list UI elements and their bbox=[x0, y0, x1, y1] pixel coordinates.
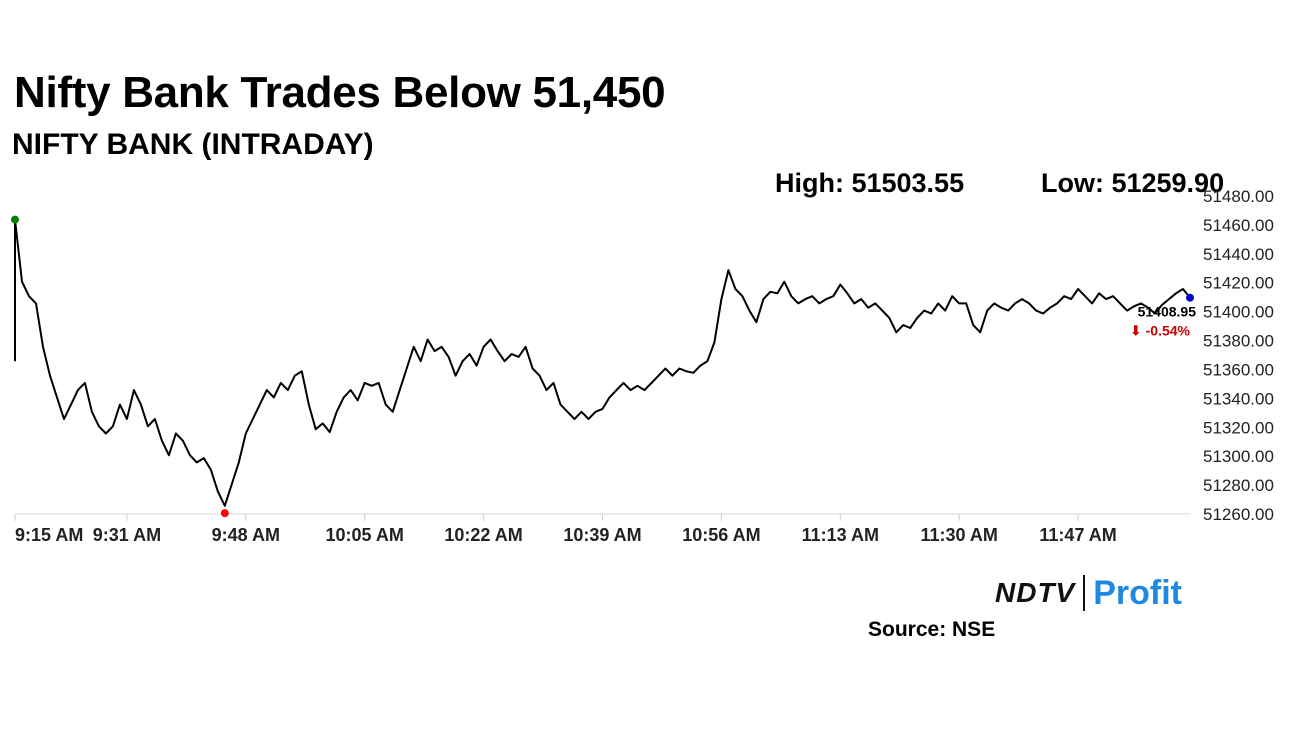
page-subtitle: NIFTY BANK (INTRADAY) bbox=[12, 128, 374, 161]
chart-annotations: 51408.95 ⬇ -0.54% bbox=[1130, 304, 1196, 339]
x-tick-label: 9:15 AM bbox=[15, 525, 83, 545]
x-tick-label: 10:39 AM bbox=[563, 525, 641, 545]
page-title: Nifty Bank Trades Below 51,450 bbox=[14, 68, 666, 117]
y-tick-label: 51280.00 bbox=[1203, 476, 1274, 495]
y-tick-label: 51340.00 bbox=[1203, 389, 1274, 408]
x-tick-label: 11:47 AM bbox=[1039, 525, 1116, 545]
chart-markers bbox=[11, 215, 1194, 518]
logo-profit-text: Profit bbox=[1093, 573, 1183, 612]
y-tick-label: 51460.00 bbox=[1203, 216, 1274, 235]
y-tick-label: 51300.00 bbox=[1203, 447, 1274, 466]
high-stat: High: 51503.55 bbox=[775, 168, 965, 198]
y-tick-label: 51360.00 bbox=[1203, 360, 1274, 379]
source-note: Source: NSE bbox=[868, 618, 996, 641]
y-tick-label: 51320.00 bbox=[1203, 418, 1274, 437]
x-tick-label: 9:48 AM bbox=[212, 525, 280, 545]
price-line bbox=[14, 218, 1191, 507]
high-marker bbox=[11, 215, 19, 224]
last-value-label: 51408.95 bbox=[1138, 304, 1197, 320]
x-tick-label: 11:30 AM bbox=[921, 525, 998, 545]
y-tick-label: 51260.00 bbox=[1203, 505, 1274, 524]
x-tick-label: 10:22 AM bbox=[444, 525, 522, 545]
low-stat: Low: 51259.90 bbox=[1041, 168, 1225, 198]
intraday-line-chart: 9:15 AM 9:31 AM 9:48 AM 10:05 AM 10:22 AM 10:… bbox=[11, 187, 1274, 545]
logo-ndtv-text: NDTV bbox=[995, 577, 1076, 608]
y-tick-label: 51420.00 bbox=[1203, 274, 1274, 293]
change-label: ⬇ -0.54% bbox=[1130, 323, 1191, 339]
x-tick-label: 9:31 AM bbox=[93, 525, 161, 545]
x-axis-ticks: 9:15 AM 9:31 AM 9:48 AM 10:05 AM 10:22 AM 10:… bbox=[14, 514, 1117, 545]
y-axis-ticks: 51260.00 51280.00 51300.00 51320.00 51340.00… bbox=[1203, 187, 1274, 524]
x-tick-label: 10:05 AM bbox=[326, 525, 404, 545]
x-tick-label: 11:13 AM bbox=[802, 525, 879, 545]
low-marker bbox=[220, 509, 229, 518]
logo-separator bbox=[1083, 575, 1086, 611]
y-tick-label: 51400.00 bbox=[1203, 303, 1274, 322]
y-tick-label: 51480.00 bbox=[1203, 187, 1274, 206]
x-tick-label: 10:56 AM bbox=[682, 525, 760, 545]
ndtv-profit-logo: NDTV Profit bbox=[995, 573, 1182, 613]
y-tick-label: 51440.00 bbox=[1203, 245, 1274, 264]
y-tick-label: 51380.00 bbox=[1203, 332, 1274, 351]
last-price-marker bbox=[1186, 293, 1194, 302]
